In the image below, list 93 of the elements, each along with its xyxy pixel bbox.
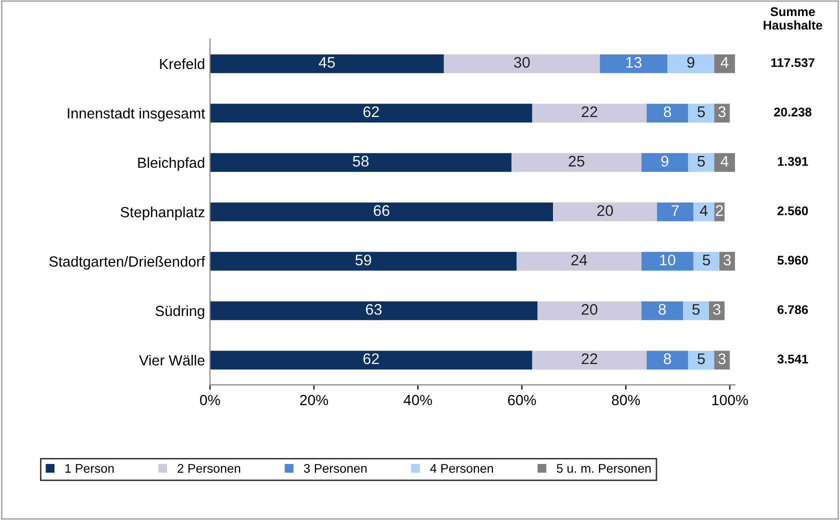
legend-label: 1 Person <box>65 464 114 473</box>
text: 20.238 <box>774 108 812 116</box>
bar <box>646 104 688 122</box>
data-label: 8 <box>658 304 666 315</box>
data-label: 9 <box>661 156 668 167</box>
data-label: 5 <box>698 106 705 118</box>
data-label: 22 <box>582 353 598 364</box>
bar <box>714 54 735 74</box>
text: 2.560 <box>778 206 808 216</box>
bar <box>641 301 684 320</box>
data-label: 4 <box>720 57 728 68</box>
data-label: 45 <box>318 57 335 68</box>
legend-label: 2 Personen <box>178 464 240 473</box>
bar <box>210 350 532 370</box>
y-tick-label: Krefeld <box>160 58 204 70</box>
bar <box>553 202 658 222</box>
bar <box>667 54 714 74</box>
bar <box>714 153 735 172</box>
data-label: 62 <box>363 106 379 118</box>
bar <box>714 104 730 122</box>
data-label: 7 <box>672 205 679 216</box>
data-label: 3 <box>718 106 726 118</box>
data-label: 3 <box>724 254 731 266</box>
data-label: 62 <box>363 353 379 364</box>
data-label: 20 <box>582 304 598 315</box>
y-tick-label: Innenstadt insgesamt <box>68 108 206 122</box>
bar <box>210 301 538 320</box>
bar <box>688 153 714 172</box>
x-tick-label: 40% <box>404 394 432 406</box>
data-label: 66 <box>374 205 390 216</box>
x-tick-label: 20% <box>300 394 328 406</box>
text: 3.541 <box>777 354 808 364</box>
data-label: 8 <box>664 353 672 364</box>
bar <box>688 104 714 122</box>
bar <box>516 252 642 271</box>
bar <box>537 301 642 320</box>
data-label: 59 <box>355 254 372 266</box>
y-tick-label: Vier Wälle <box>139 354 204 366</box>
data-label: 5 <box>698 354 705 364</box>
bar <box>688 350 714 370</box>
bar <box>641 252 694 271</box>
bar <box>600 54 668 74</box>
data-label: 4 <box>720 156 728 166</box>
data-label: 20 <box>597 205 613 216</box>
bar <box>532 104 647 122</box>
bar <box>641 153 688 172</box>
text: 5.960 <box>777 256 808 265</box>
bar <box>693 202 714 222</box>
data-label: 5 <box>692 304 700 315</box>
data-label: 30 <box>514 56 530 68</box>
data-label: 10 <box>660 254 676 266</box>
data-label: 5 <box>698 156 705 167</box>
data-label: 3 <box>718 353 726 364</box>
bar <box>646 350 688 370</box>
bar <box>714 350 730 370</box>
data-label: 3 <box>713 304 720 315</box>
bar <box>444 54 600 74</box>
bar <box>210 153 512 172</box>
data-label: 2 <box>716 205 723 216</box>
bar <box>657 202 694 222</box>
data-label: 9 <box>687 56 694 68</box>
text: 117.537 <box>771 58 814 68</box>
bar <box>210 202 554 222</box>
bar <box>693 252 720 271</box>
x-tick-label: 80% <box>612 394 640 406</box>
data-label: 22 <box>582 106 598 118</box>
text: Summe Haushalte <box>764 7 822 30</box>
bar <box>532 350 647 370</box>
data-label: 5 <box>702 254 710 266</box>
data-label: 58 <box>352 156 369 167</box>
legend-label: 3 Personen <box>304 464 367 473</box>
text: 1.391 <box>778 157 808 166</box>
data-label: 63 <box>366 304 382 315</box>
data-label: 8 <box>664 106 672 118</box>
legend-label: 5 u. m. Personen <box>556 464 651 473</box>
y-tick-label: Bleichpfad <box>138 157 204 171</box>
bar <box>210 104 532 122</box>
x-tick-label: 60% <box>508 394 536 406</box>
legend-label: 4 Personen <box>430 464 493 473</box>
text: 6.786 <box>778 305 808 314</box>
bar <box>210 54 444 74</box>
bar <box>511 153 642 172</box>
y-tick-label: Südring <box>156 305 204 320</box>
x-tick-label: 0% <box>200 394 220 406</box>
y-tick-label: Stephanplatz <box>120 206 204 220</box>
data-label: 24 <box>571 254 588 266</box>
x-tick-label: 100% <box>712 394 748 406</box>
data-label: 13 <box>626 56 642 68</box>
data-label: 4 <box>700 205 708 216</box>
bar <box>210 252 517 271</box>
data-label: 25 <box>568 156 584 167</box>
bar <box>683 301 710 320</box>
y-tick-label: Stadtgarten/Drießendorf <box>49 256 206 270</box>
